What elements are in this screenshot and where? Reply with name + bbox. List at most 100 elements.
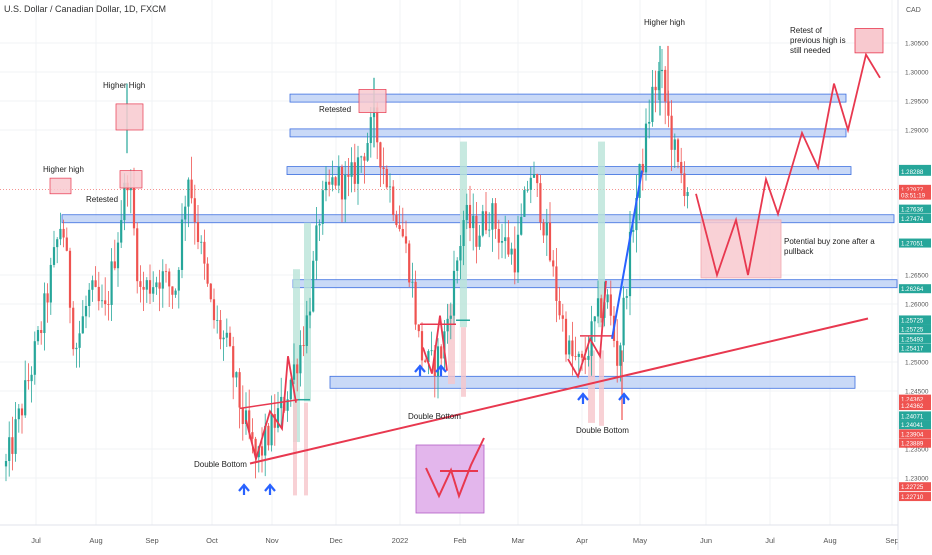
candle-body: [353, 162, 356, 184]
x-tick-10: May: [633, 536, 647, 545]
candle-body: [107, 304, 110, 305]
candle-body: [328, 181, 331, 185]
zone-3-2830: [286, 166, 852, 176]
candle-body: [155, 282, 158, 288]
candle-body: [635, 197, 638, 231]
candle-body: [219, 320, 222, 340]
buy-zone: [700, 219, 782, 279]
candle-body: [8, 437, 11, 462]
candle-body: [120, 220, 123, 243]
candle-body: [222, 337, 225, 340]
candle-body: [478, 235, 481, 247]
candle-body: [561, 315, 564, 319]
candle-body: [116, 242, 120, 269]
candle-body: [548, 222, 552, 261]
candle-body: [289, 379, 292, 400]
candle-body: [356, 157, 360, 184]
price-badge-12: [899, 394, 931, 404]
candle-body: [315, 225, 318, 261]
candle-body: [401, 229, 404, 237]
price-badge-label-8: 1.25725: [901, 317, 924, 324]
candle-body: [65, 237, 68, 251]
candle-body: [446, 318, 449, 332]
price-badge-label-7: 1.26264: [901, 286, 924, 293]
candle-body: [161, 271, 164, 289]
candle-body: [408, 243, 411, 283]
candle-body: [91, 280, 94, 290]
y-tick-1: 1.30000: [905, 70, 929, 77]
candle-body: [411, 281, 414, 283]
up-arrow-icon-0: [238, 483, 250, 495]
band-pink-3: [448, 304, 455, 385]
double-bottom-label-3: Double Bottom: [576, 426, 629, 435]
band-pink-2: [304, 402, 308, 496]
price-badge-14: [899, 411, 931, 421]
candle-body: [209, 283, 212, 300]
candle-body: [171, 286, 174, 295]
candle-body: [580, 353, 584, 358]
candle-body: [459, 246, 462, 261]
zigzag-3: [567, 280, 607, 379]
candle-body: [651, 86, 654, 122]
candle-body: [564, 318, 568, 355]
candle-body: [436, 346, 440, 377]
candle-body: [225, 332, 228, 338]
candle-body: [177, 269, 180, 291]
chart-title: U.S. Dollar / Canadian Dollar, 1D, FXCM: [4, 4, 167, 14]
y-tick-3: 1.29000: [905, 128, 929, 135]
candle-body: [46, 293, 49, 303]
band-green-1: [293, 269, 300, 443]
candle-body: [532, 174, 536, 178]
candle-body: [382, 167, 385, 169]
up-arrow-icon-5: [618, 392, 630, 404]
projection-path: [695, 52, 881, 279]
price-badge-label-11: 1.25417: [901, 346, 924, 353]
candle-body: [622, 297, 625, 346]
y-axis-bg: [898, 0, 932, 550]
candle-body: [52, 247, 56, 265]
candle-body: [168, 271, 171, 287]
candle-body: [248, 410, 251, 433]
retested-box-1: [119, 170, 143, 189]
candle-body: [456, 260, 459, 271]
band-pink-6: [599, 350, 604, 426]
candle-body: [235, 372, 238, 378]
price-badge-15: [899, 420, 931, 430]
candle-body: [347, 174, 350, 177]
price-badge-10: [899, 334, 931, 344]
candle-body: [523, 190, 526, 217]
candle-body: [305, 315, 308, 347]
candle-body: [238, 372, 241, 408]
y-tick-4: 1.26500: [905, 273, 929, 280]
candle-body: [587, 355, 590, 360]
candle-body: [433, 350, 436, 377]
x-tick-5: Dec: [329, 536, 343, 545]
candle-body: [452, 270, 456, 316]
price-badge-2: [899, 184, 931, 194]
currency-label: CAD: [906, 7, 921, 14]
w-pattern-box: [415, 444, 485, 514]
candle-body: [484, 211, 488, 231]
candle-body: [513, 248, 516, 273]
candle-body: [78, 333, 81, 348]
candle-body: [49, 264, 52, 303]
candle-body: [139, 281, 142, 287]
candle-body: [542, 222, 545, 236]
candle-body: [286, 399, 289, 411]
candle-body: [100, 300, 104, 302]
candle-body: [494, 203, 497, 229]
candle-body: [488, 229, 491, 231]
y-tick-6: 1.25000: [905, 360, 929, 367]
price-badge-9: [899, 324, 931, 334]
candle-body: [184, 206, 187, 220]
candle-body: [244, 410, 248, 424]
up-arrow-icon-2: [414, 364, 426, 376]
candle-body: [180, 219, 184, 270]
price-badge-label-10: 1.25493: [901, 336, 924, 343]
candle-body: [500, 241, 504, 243]
candle-body: [337, 166, 340, 186]
buy-zone-label-1: Potential buy zone after a: [784, 237, 875, 246]
candle-body: [558, 300, 561, 316]
